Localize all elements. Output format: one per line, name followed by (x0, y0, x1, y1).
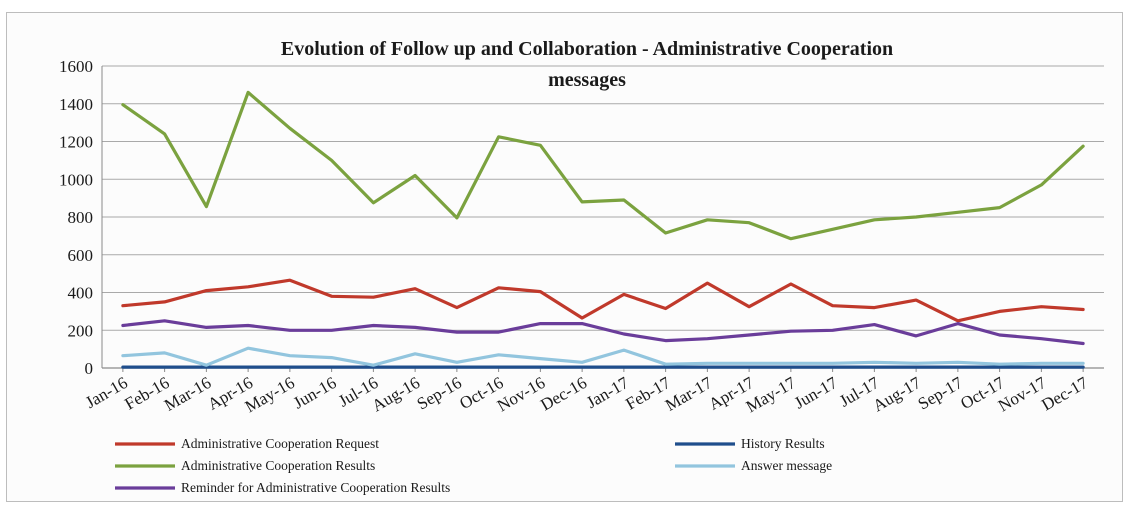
x-tick-label: Dec-17 (1038, 373, 1091, 415)
legend-label: Administrative Cooperation Results (181, 458, 375, 473)
legend-label: History Results (741, 436, 825, 451)
y-tick-label: 400 (68, 284, 94, 303)
x-tick-label: Mar-16 (161, 373, 214, 415)
chart-frame: Evolution of Follow up and Collaboration… (6, 12, 1123, 502)
chart-title-line1: Evolution of Follow up and Collaboration… (281, 38, 893, 60)
y-tick-label: 1000 (59, 170, 93, 189)
chart-title: Evolution of Follow up and Collaboration… (281, 38, 893, 91)
legend-label: Answer message (741, 458, 832, 473)
legend-label: Administrative Cooperation Request (181, 436, 379, 451)
y-tick-label: 0 (85, 359, 94, 378)
x-tick-label: Jun-17 (791, 373, 841, 413)
line-chart: Evolution of Follow up and Collaboration… (59, 38, 1104, 495)
y-tick-label: 200 (68, 321, 94, 340)
series-line-3 (121, 346, 1085, 367)
legend: Administrative Cooperation Request Histor… (115, 436, 832, 495)
x-tick-label: Nov-16 (494, 373, 548, 415)
x-axis: Jan-16Feb-16Mar-16Apr-16May-16Jun-16Jul-… (82, 368, 1092, 416)
legend-item: Administrative Cooperation Results (115, 458, 375, 473)
x-tick-label: Feb-16 (121, 373, 172, 414)
chart-title-line2: messages (548, 69, 626, 91)
y-tick-label: 800 (68, 208, 94, 227)
legend-label: Reminder for Administrative Cooperation … (181, 480, 450, 495)
y-axis: 0 200 400 600 800 1000 1200 1400 1600 (59, 57, 103, 378)
x-tick-label: Nov-17 (995, 373, 1050, 416)
y-tick-label: 1200 (59, 133, 93, 152)
x-tick-label: Jan-17 (583, 373, 632, 412)
y-tick-label: 1400 (59, 95, 93, 114)
series-line-4 (121, 319, 1085, 346)
x-tick-label: Sep-16 (414, 373, 465, 414)
legend-item: History Results (675, 436, 825, 451)
series-line-0 (121, 278, 1085, 323)
legend-item: Administrative Cooperation Request (115, 436, 379, 451)
x-tick-label: Aug-17 (870, 373, 925, 416)
legend-item: Reminder for Administrative Cooperation … (115, 480, 450, 495)
x-tick-label: Dec-16 (537, 373, 590, 414)
series-lines (121, 90, 1085, 369)
series-line-2 (121, 90, 1085, 241)
y-tick-label: 1600 (59, 57, 93, 76)
x-tick-label: Jan-16 (82, 373, 131, 412)
x-tick-label: Jun-16 (290, 373, 340, 413)
gridlines (102, 65, 1104, 369)
x-tick-label: Sep-17 (915, 373, 967, 414)
y-tick-label: 600 (68, 246, 94, 265)
x-tick-label: Mar-17 (662, 373, 716, 415)
legend-item: Answer message (675, 458, 832, 473)
x-tick-label: Aug-16 (369, 373, 423, 415)
